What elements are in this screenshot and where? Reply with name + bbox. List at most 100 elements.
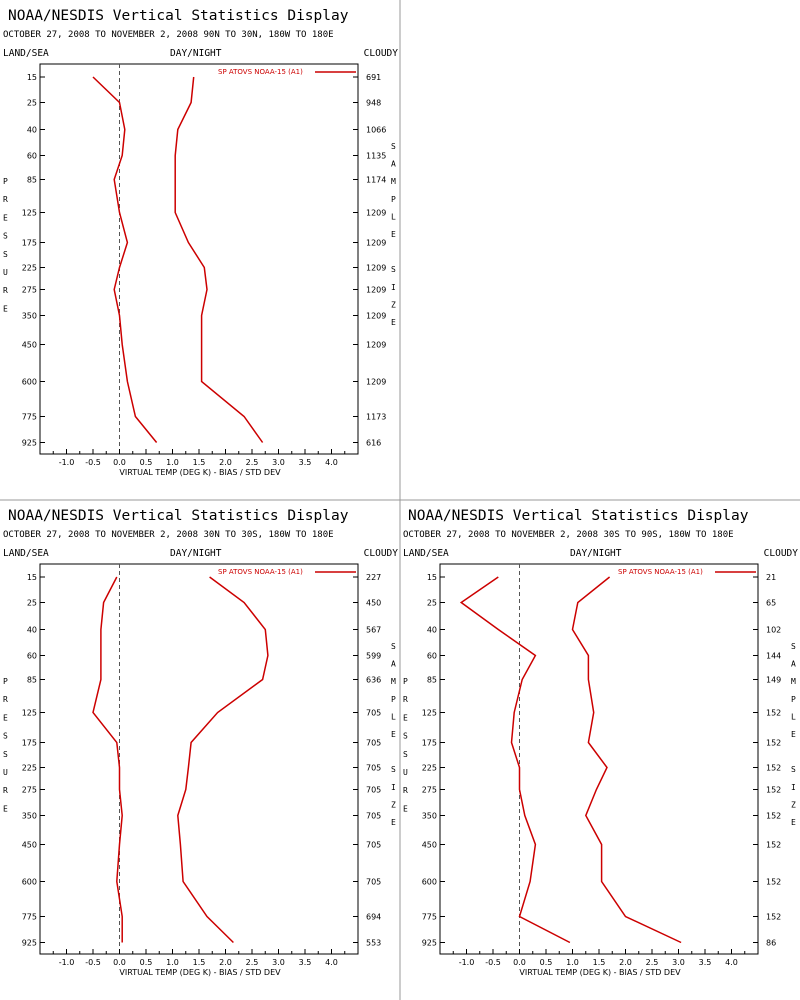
y-axis-label-letter: S [3,232,8,241]
sample-size-label: 705 [366,709,381,718]
y2-axis-label-letter: M [391,677,396,686]
header-day-night: DAY/NIGHT [570,548,622,559]
y-axis-label-letter: E [403,804,408,813]
y-axis-label-letter: S [3,750,8,759]
y2-axis-label-letter: S [791,765,796,774]
sample-size-label: 1209 [366,286,386,295]
x-tick-label: 4.0 [325,958,338,967]
header-day-night: DAY/NIGHT [170,548,222,559]
bias-line [92,76,158,443]
pressure-tick-label: 775 [422,913,437,922]
x-tick-label: 2.5 [246,458,259,467]
panel-subtitle: OCTOBER 27, 2008 TO NOVEMBER 2, 2008 30N… [3,530,334,540]
sample-size-label: 705 [366,841,381,850]
pressure-tick-label: 25 [27,599,37,608]
x-tick-label: 0.5 [140,958,153,967]
y-axis-label-letter: E [3,213,8,222]
std-dev-line [174,76,264,443]
y-axis-label-letter: R [403,695,408,704]
x-tick-label: 3.0 [272,458,285,467]
std-dev-line [177,576,269,944]
panel-subtitle: OCTOBER 27, 2008 TO NOVEMBER 2, 2008 90N… [3,30,334,40]
y2-axis-label-letter: A [391,160,396,169]
sample-size-label: 567 [366,626,381,635]
pressure-tick-label: 450 [422,841,437,850]
x-axis-label: VIRTUAL TEMP (DEG K) - BIAS / STD DEV [519,968,681,977]
y-axis-label-letter: E [3,304,8,313]
pressure-tick-label: 40 [27,126,37,135]
pressure-tick-label: 125 [422,709,437,718]
pressure-tick-label: 15 [27,573,37,582]
x-axis-label: VIRTUAL TEMP (DEG K) - BIAS / STD DEV [119,968,281,977]
pressure-tick-label: 225 [22,764,37,773]
y2-axis-label-letter: E [791,730,796,739]
header-cloudy: CLOUDY [364,548,399,559]
sample-size-label: 102 [766,626,781,635]
pressure-tick-label: 60 [27,152,37,161]
sample-size-label: 705 [366,739,381,748]
pressure-tick-label: 60 [427,652,437,661]
panel-title: NOAA/NESDIS Vertical Statistics Display [8,508,349,524]
y-axis-label-letter: S [403,750,408,759]
sample-size-label: 691 [366,73,381,82]
y-axis-label-letter: R [403,786,408,795]
sample-size-label: 1209 [366,264,386,273]
y2-axis-label-letter: E [791,818,796,827]
panel-title: NOAA/NESDIS Vertical Statistics Display [408,508,749,524]
sample-size-label: 1209 [366,239,386,248]
y2-axis-label-letter: E [391,230,396,239]
header-land-sea: LAND/SEA [403,548,449,559]
y-axis-label-letter: U [3,768,8,777]
pressure-tick-label: 60 [27,652,37,661]
sample-size-label: 705 [366,878,381,887]
y2-axis-label-letter: E [391,730,396,739]
sample-size-label: 86 [766,939,776,948]
pressure-tick-label: 25 [427,599,437,608]
y2-axis-label-letter: I [391,783,396,792]
bias-line [92,576,123,943]
pressure-tick-label: 85 [427,676,437,685]
legend-label: SP ATOVS NOAA-15 (A1) [218,68,303,76]
y2-axis-label-letter: S [391,642,396,651]
sample-size-label: 450 [366,599,381,608]
sample-size-label: 21 [766,573,776,582]
std-dev-line [571,576,682,944]
sample-size-label: 152 [766,841,781,850]
y2-axis-label-letter: I [391,283,396,292]
y2-axis-label-letter: E [391,818,396,827]
sample-size-label: 553 [366,939,381,948]
sample-size-label: 144 [766,652,781,661]
y2-axis-label-letter: L [391,212,396,221]
x-tick-label: -0.5 [85,958,101,967]
sample-size-label: 1209 [366,341,386,350]
y2-axis-label-letter: Z [791,800,796,809]
legend-label: SP ATOVS NOAA-15 (A1) [218,568,303,576]
y2-axis-label-letter: L [391,712,396,721]
pressure-tick-label: 125 [22,709,37,718]
x-tick-label: 0.5 [140,458,153,467]
sample-size-label: 1209 [366,209,386,218]
sample-size-label: 705 [366,786,381,795]
y2-axis-label-letter: I [791,783,796,792]
pressure-tick-label: 175 [22,739,37,748]
pressure-tick-label: 15 [27,73,37,82]
plot-frame [39,563,359,955]
x-tick-label: -0.5 [85,458,101,467]
pressure-tick-label: 85 [27,676,37,685]
sample-size-label: 636 [366,676,381,685]
pressure-tick-label: 15 [427,573,437,582]
x-tick-label: 2.5 [646,958,659,967]
x-axis-label: VIRTUAL TEMP (DEG K) - BIAS / STD DEV [119,468,281,477]
sample-size-label: 152 [766,709,781,718]
y-axis-label-letter: U [403,768,408,777]
header-day-night: DAY/NIGHT [170,48,222,59]
sample-size-label: 1209 [366,378,386,387]
pressure-tick-label: 275 [422,786,437,795]
y-axis-label-letter: U [3,268,8,277]
y-axis-label-letter: E [3,713,8,722]
y-axis-label-letter: E [3,804,8,813]
pressure-tick-label: 775 [22,913,37,922]
panel-3: NOAA/NESDIS Vertical Statistics Display O… [403,508,798,977]
legend-label: SP ATOVS NOAA-15 (A1) [618,568,703,576]
panel-1: NOAA/NESDIS Vertical Statistics Display O… [3,8,398,477]
